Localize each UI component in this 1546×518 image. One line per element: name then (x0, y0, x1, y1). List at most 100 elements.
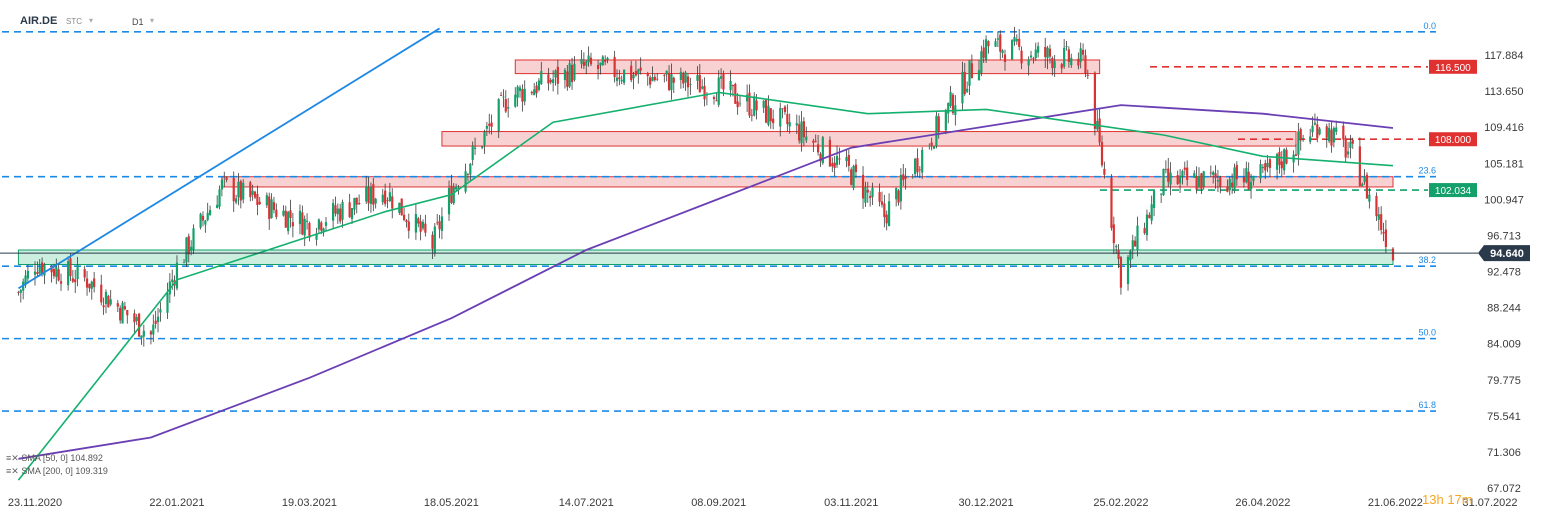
candle-body-93 (322, 228, 325, 232)
chart-style-dropdown-icon[interactable]: ▾ (89, 16, 94, 25)
y-tick-10: 75.541 (1487, 411, 1521, 423)
candle-153 (521, 84, 524, 112)
candle-body-288 (968, 60, 971, 86)
candle-body-35 (133, 313, 136, 323)
candle-body-11 (52, 268, 56, 277)
candle-body-108 (372, 184, 375, 205)
candle-body-248 (835, 156, 839, 166)
candle-192 (651, 66, 654, 82)
candle-303 (1018, 29, 1021, 51)
candle-80 (282, 205, 285, 217)
candle-301 (1013, 26, 1016, 46)
candle-body-308 (1034, 49, 1037, 59)
x-tick-0: 23.11.2020 (8, 497, 62, 509)
candle-body-344 (1152, 191, 1156, 208)
candle-189 (639, 57, 642, 75)
candle-217 (734, 82, 737, 104)
candle-333 (1117, 244, 1120, 269)
candle-326 (1096, 109, 1099, 132)
candle-201 (682, 71, 685, 89)
candle-body-176 (599, 62, 602, 66)
candle-body-380 (1275, 153, 1279, 170)
legend-sma200[interactable]: ≡✕ SMA [200, 0] 109.319 (6, 466, 108, 477)
candle-29 (109, 289, 112, 307)
candle-body-107 (369, 186, 373, 204)
candle-161 (549, 78, 552, 85)
candle-156 (533, 82, 536, 96)
interval-label[interactable]: D1 (132, 17, 144, 27)
candle-body-87 (303, 218, 306, 236)
candle-386 (1294, 143, 1298, 157)
candle-233 (786, 104, 789, 133)
candle-body-51 (185, 237, 188, 263)
candle-body-235 (795, 123, 798, 126)
candle-body-267 (899, 174, 903, 202)
chart-style-label[interactable]: STC (66, 17, 82, 26)
candle-body-365 (1226, 186, 1229, 192)
candle-body-194 (656, 78, 659, 80)
candle-260 (878, 183, 881, 207)
candle-body-411 (1377, 214, 1380, 220)
interval-dropdown-icon[interactable]: ▾ (150, 16, 155, 25)
candle-body-127 (436, 222, 439, 224)
candle-body-24 (93, 278, 96, 288)
candle-282 (949, 85, 952, 109)
candle-372 (1247, 162, 1250, 190)
candle-255 (861, 166, 865, 209)
candle-body-263 (885, 214, 888, 224)
candle-body-366 (1228, 179, 1231, 191)
candle-378 (1266, 154, 1269, 173)
candle-body-219 (738, 103, 742, 105)
candle-63 (223, 171, 226, 188)
candle-126 (433, 223, 436, 257)
candle-81 (284, 205, 287, 228)
candle-body-408 (1365, 174, 1369, 199)
sma200-settings-icon[interactable]: ≡✕ (6, 466, 19, 476)
candle-58 (206, 202, 209, 222)
candle-361 (1212, 170, 1215, 184)
candle-body-82 (287, 211, 290, 232)
candle-body-392 (1313, 122, 1317, 125)
candle-body-196 (665, 70, 668, 75)
candle-body-234 (788, 122, 791, 127)
candle-373 (1249, 173, 1253, 199)
legend-sma50[interactable]: ≡✕ SMA [50, 0] 104.892 (6, 453, 103, 464)
sma50-settings-icon[interactable]: ≡✕ (6, 453, 19, 463)
candle-294 (987, 40, 990, 54)
candle-270 (911, 173, 914, 179)
candle-body-236 (798, 124, 801, 141)
candle-body-354 (1186, 167, 1189, 180)
candle-body-343 (1150, 204, 1153, 221)
candle-body-321 (1079, 48, 1082, 62)
candle-body-285 (961, 71, 964, 104)
candle-136 (466, 173, 470, 182)
candle-body-100 (348, 202, 351, 218)
candle-body-244 (821, 137, 824, 164)
candle-body-13 (57, 269, 60, 281)
candle-body-112 (386, 200, 389, 201)
trendline (17, 27, 441, 290)
candle-208 (703, 77, 706, 107)
candle-body-172 (585, 61, 588, 66)
candle-22 (88, 283, 91, 293)
current-price-box (1478, 245, 1530, 262)
candle-body-186 (632, 75, 635, 79)
candle-36 (135, 314, 138, 325)
candle-86 (301, 205, 304, 236)
candle-223 (753, 92, 756, 117)
symbol-label[interactable]: AIR.DE (20, 15, 58, 27)
candle-body-346 (1162, 168, 1165, 196)
candle-body-89 (308, 222, 311, 238)
candle-body-275 (928, 145, 931, 147)
candle-158 (537, 78, 541, 92)
candle-312 (1048, 44, 1052, 64)
candle-304 (1020, 46, 1023, 70)
candle-340 (1143, 222, 1146, 235)
candle-body-145 (497, 99, 500, 131)
candle-394 (1318, 126, 1321, 136)
candle-55 (199, 212, 202, 230)
candle-body-264 (887, 201, 891, 227)
candle-277 (932, 145, 936, 150)
candle-body-171 (582, 61, 585, 66)
